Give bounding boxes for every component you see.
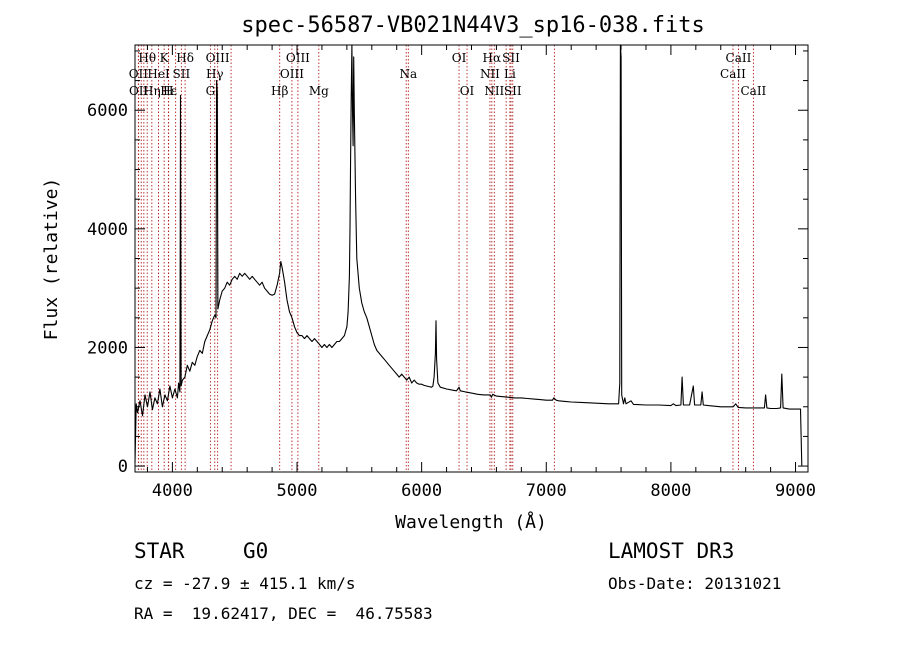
line-label: OI bbox=[452, 51, 467, 65]
redshift-velocity: cz = -27.9 ± 415.1 km/s bbox=[134, 574, 356, 593]
coordinates: RA = 19.62417, DEC = 46.75583 bbox=[134, 604, 433, 623]
line-label: Hθ bbox=[138, 51, 156, 65]
line-label: NII bbox=[484, 84, 504, 98]
x-axis-label: Wavelength (Å) bbox=[395, 511, 547, 533]
y-tick-label: 2000 bbox=[87, 338, 128, 358]
line-label: NII bbox=[480, 67, 500, 81]
line-label: Hη bbox=[143, 84, 161, 98]
line-label: CaII bbox=[740, 84, 766, 98]
object-class: STAR bbox=[134, 539, 185, 563]
line-label: OIII bbox=[280, 67, 304, 81]
y-tick-label: 6000 bbox=[87, 101, 128, 121]
y-axis-label: Flux (relative) bbox=[41, 178, 62, 341]
line-label: OI bbox=[460, 84, 475, 98]
object-subclass: G0 bbox=[243, 539, 269, 563]
line-label: Hε bbox=[160, 84, 177, 98]
line-label: OII bbox=[129, 67, 149, 81]
x-tick-label: 5000 bbox=[277, 481, 318, 501]
axis-ticks: 4000 5000 6000 7000 8000 9000 0 2000 4000 6000 bbox=[87, 45, 816, 501]
chart-title: spec-56587-VB021N44V3_sp16-038.fits bbox=[241, 13, 705, 38]
spectrum-series bbox=[134, 44, 803, 466]
x-tick-label: 8000 bbox=[650, 481, 691, 501]
line-label: SII bbox=[173, 67, 191, 81]
line-label: K bbox=[160, 51, 170, 65]
line-label: G bbox=[206, 84, 216, 98]
x-tick-label: 9000 bbox=[775, 481, 816, 501]
plot-frame bbox=[134, 44, 809, 473]
x-tick-label: 7000 bbox=[526, 481, 567, 501]
y-tick-label: 0 bbox=[118, 457, 128, 477]
spectrum-line bbox=[134, 44, 803, 466]
survey-name: LAMOST DR3 bbox=[608, 539, 735, 563]
line-label: OIII bbox=[206, 51, 230, 65]
line-label: Hα bbox=[483, 51, 502, 65]
line-label: Hδ bbox=[176, 51, 194, 65]
spectrum-figure: spec-56587-VB021N44V3_sp16-038.fits Hθ K H… bbox=[41, 13, 816, 533]
x-tick-label: 6000 bbox=[401, 481, 442, 501]
line-label: CaII bbox=[726, 51, 752, 65]
line-label: Na bbox=[399, 67, 417, 81]
line-label: CaII bbox=[720, 67, 746, 81]
line-label: Hγ bbox=[206, 67, 224, 81]
line-label: SII bbox=[504, 84, 522, 98]
line-markers bbox=[137, 45, 754, 472]
line-label: Li bbox=[504, 67, 516, 81]
line-label: OIII bbox=[286, 51, 310, 65]
line-label: HeI bbox=[147, 67, 170, 81]
line-label: H bbox=[163, 84, 173, 98]
observation-date: Obs-Date: 20131021 bbox=[608, 574, 782, 593]
y-tick-label: 4000 bbox=[87, 220, 128, 240]
line-label: SII bbox=[502, 51, 520, 65]
line-label: OII bbox=[129, 84, 149, 98]
line-label: Hβ bbox=[271, 84, 288, 98]
x-tick-label: 4000 bbox=[152, 481, 193, 501]
line-label: Mg bbox=[309, 84, 329, 98]
